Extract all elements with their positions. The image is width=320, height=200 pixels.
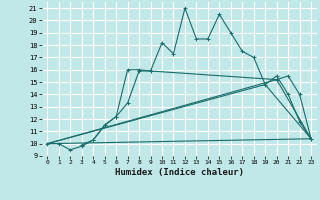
X-axis label: Humidex (Indice chaleur): Humidex (Indice chaleur) — [115, 168, 244, 177]
